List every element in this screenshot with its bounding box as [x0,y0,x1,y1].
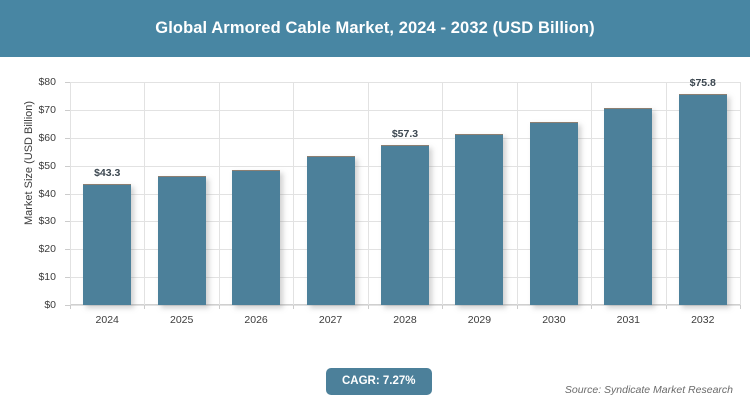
gridline-horizontal [70,137,740,139]
x-axis-tick-label: 2025 [169,314,194,326]
y-axis-tick-label: $80 [38,76,56,88]
cagr-badge: CAGR: 7.27% [326,368,432,395]
bar-slot: $43.3 2024 [70,82,144,326]
bar [604,108,653,305]
bar-slot: 2030 [517,82,591,326]
y-axis-tick-mark [65,221,70,223]
y-axis-tick-label: $10 [38,271,56,284]
bar-slot: $57.3 2028 [368,82,442,326]
x-axis-tick-label: 2032 [691,314,715,326]
bar [157,175,206,305]
gridline-vertical [293,82,295,305]
y-axis-tick-mark [65,193,70,195]
footer-area: CAGR: 7.27% Source: Syndicate Market Res… [0,360,750,417]
x-axis-tick-mark [367,305,369,309]
x-axis-tick-mark [516,305,518,309]
x-axis-tick-mark [293,305,295,309]
bar-slot: 2025 [144,82,218,326]
bar-slot: 2031 [591,82,665,326]
bar-slot: 2027 [293,82,367,326]
x-axis-tick-mark [665,305,667,309]
gridline-vertical [218,82,220,305]
x-axis-tick-label: 2028 [393,314,417,326]
bar [529,122,578,305]
bar-slot: 2029 [442,82,516,326]
y-axis-tick-mark [65,277,70,279]
title-banner: Global Armored Cable Market, 2024 - 2032… [0,0,750,57]
y-axis-tick-mark [65,305,70,306]
gridline-vertical [740,82,741,305]
gridline-vertical [367,82,369,305]
y-axis-tick-label: $40 [38,187,56,200]
gridline-horizontal [70,305,740,306]
gridline-vertical [665,82,667,305]
y-axis-tick-label: $30 [38,215,56,228]
plot-area: $0 $10 $20 $30 $40 $50 $60 $70 $80 $43.3 2024 2025… [38,76,741,326]
bar [83,184,132,305]
y-axis-tick-mark [65,109,70,111]
bar-value-label: $75.8 [689,76,716,89]
y-axis-tick-label: $20 [38,243,56,256]
x-axis-tick-mark [218,305,220,309]
bar-value-label: $57.3 [391,128,419,141]
gridline-vertical [516,82,518,305]
y-axis-tick-mark [65,165,70,167]
y-axis-tick-label: $60 [38,131,56,144]
source-note: Source: Syndicate Market Research [564,384,733,396]
y-axis-tick-mark [65,82,70,83]
bar-value-label: $43.3 [94,167,121,180]
bar [232,170,281,305]
y-axis-tick-label: $70 [38,103,56,116]
bar [306,155,355,305]
bar [678,93,727,305]
x-axis-tick-mark [740,305,741,309]
x-axis-tick-label: 2029 [467,314,492,326]
x-axis-tick-mark [70,305,71,309]
chart-area: Market Size (USD Billion) $0 $10 $20 $30 $40… [0,57,750,357]
gridline-vertical [442,82,444,305]
bar [380,145,429,305]
x-axis-tick-label: 2030 [542,314,566,326]
bar-slot: $75.8 2032 [666,77,740,326]
x-axis-tick-label: 2024 [95,314,119,326]
y-axis-tick-mark [65,249,70,251]
x-axis-tick-mark [144,305,146,309]
bar-slot: 2026 [219,82,293,326]
gridline-horizontal [70,109,740,111]
y-axis-tick-label: $0 [44,299,56,311]
x-axis-tick-mark [442,305,444,309]
x-axis-tick-label: 2031 [616,314,641,326]
y-axis-tick-label: $50 [38,159,56,172]
gridline-vertical [144,82,146,305]
y-axis-tick-mark [65,137,70,139]
gridline-vertical [591,82,593,305]
page-title: Global Armored Cable Market, 2024 - 2032… [155,19,595,37]
bar [455,134,504,305]
x-axis-tick-label: 2026 [244,314,268,326]
x-axis-tick-label: 2027 [318,314,343,326]
gridline-vertical [70,82,71,305]
gridline-horizontal [70,82,740,83]
x-axis-tick-mark [591,305,593,309]
